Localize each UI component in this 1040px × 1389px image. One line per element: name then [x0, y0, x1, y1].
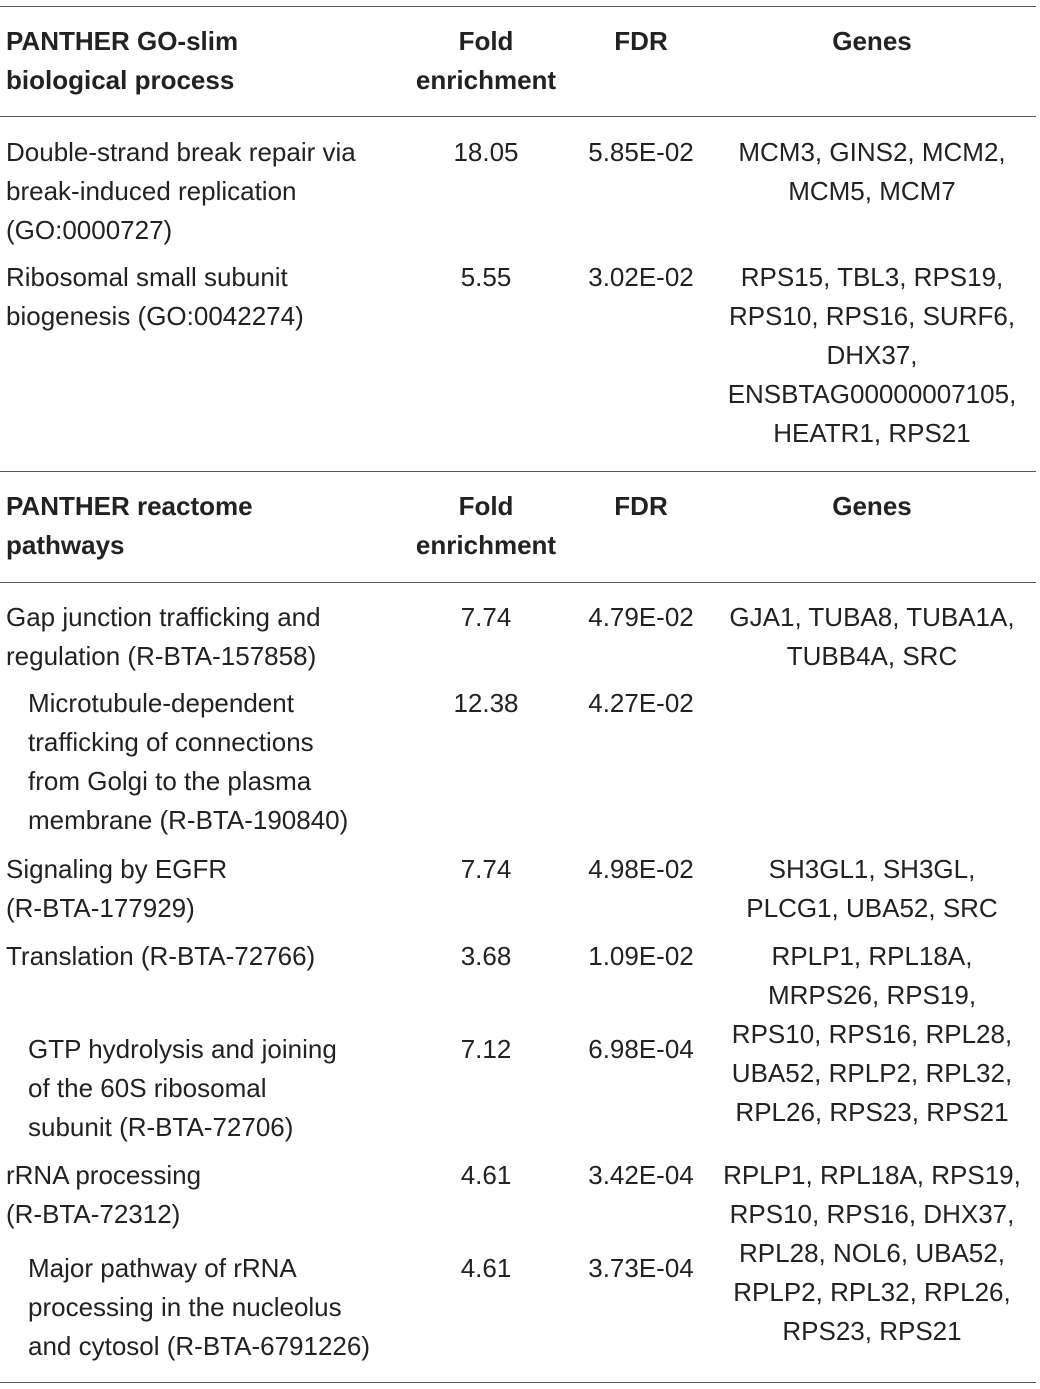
section2-top-rule	[0, 471, 1036, 472]
section2-header-fold: Fold enrichment	[415, 491, 557, 560]
table-row-fold: 4.61	[460, 1253, 512, 1283]
table-row-fdr: 6.98E-04	[588, 1034, 694, 1064]
table-row-term: Translation (R-BTA-72766)	[6, 941, 316, 971]
table-row-subterm: Major pathway of rRNA processing in the …	[28, 1253, 371, 1361]
table-row-term: Signaling by EGFR (R-BTA-177929)	[6, 854, 228, 923]
section2-header-rule	[0, 582, 1036, 583]
section1-header-fold: Fold enrichment	[415, 26, 557, 95]
table-row-genes: RPLP1, RPL18A, RPS19, RPS10, RPS16, DHX3…	[723, 1160, 1021, 1346]
table-row-fdr: 4.98E-02	[588, 854, 694, 884]
table-row-fdr: 3.02E-02	[588, 262, 694, 292]
table-row-term: Gap junction trafficking and regulation …	[6, 602, 321, 671]
table-row-term: rRNA processing (R-BTA-72312)	[6, 1160, 202, 1229]
table-row-fdr: 1.09E-02	[588, 941, 694, 971]
table-row-fdr: 3.73E-04	[588, 1253, 694, 1283]
table-row-genes: MCM3, GINS2, MCM2, MCM5, MCM7	[738, 137, 1006, 206]
table-row-fold: 3.68	[460, 941, 512, 971]
table-row-term: Ribosomal small subunit biogenesis (GO:0…	[6, 262, 304, 331]
table-row-fold: 7.74	[460, 602, 512, 632]
section1-header-category: PANTHER GO-slim biological process	[6, 26, 239, 95]
section2-header-genes: Genes	[832, 491, 912, 521]
section2-header-category: PANTHER reactome pathways	[6, 491, 253, 560]
table-row-fold: 7.74	[460, 854, 512, 884]
table-row-term: Double-strand break repair via break-ind…	[6, 137, 356, 245]
section1-header-genes: Genes	[832, 26, 912, 56]
table-row-fold: 12.38	[453, 688, 519, 718]
table-row-subterm: GTP hydrolysis and joining of the 60S ri…	[28, 1034, 337, 1142]
table-row-fold: 5.55	[460, 262, 512, 292]
table-row-genes: RPS15, TBL3, RPS19, RPS10, RPS16, SURF6,…	[727, 262, 1017, 448]
section1-header-rule	[0, 116, 1036, 117]
table-top-rule	[0, 6, 1036, 7]
table-bottom-rule	[0, 1382, 1036, 1383]
table-row-genes: GJA1, TUBA8, TUBA1A, TUBB4A, SRC	[729, 602, 1015, 671]
section1-header-fdr: FDR	[614, 26, 668, 56]
table-row-fdr: 3.42E-04	[588, 1160, 694, 1190]
table-row-genes: SH3GL1, SH3GL, PLCG1, UBA52, SRC	[746, 854, 998, 923]
table-row-genes: RPLP1, RPL18A, MRPS26, RPS19, RPS10, RPS…	[731, 941, 1013, 1127]
table-row-fold: 18.05	[453, 137, 519, 167]
table-row-fold: 7.12	[460, 1034, 512, 1064]
table-row-fold: 4.61	[460, 1160, 512, 1190]
table-row-fdr: 5.85E-02	[588, 137, 694, 167]
table-row-fdr: 4.79E-02	[588, 602, 694, 632]
section2-header-fdr: FDR	[614, 491, 668, 521]
table-row-subterm: Microtubule-dependent trafficking of con…	[28, 688, 349, 835]
table-row-fdr: 4.27E-02	[588, 688, 694, 718]
